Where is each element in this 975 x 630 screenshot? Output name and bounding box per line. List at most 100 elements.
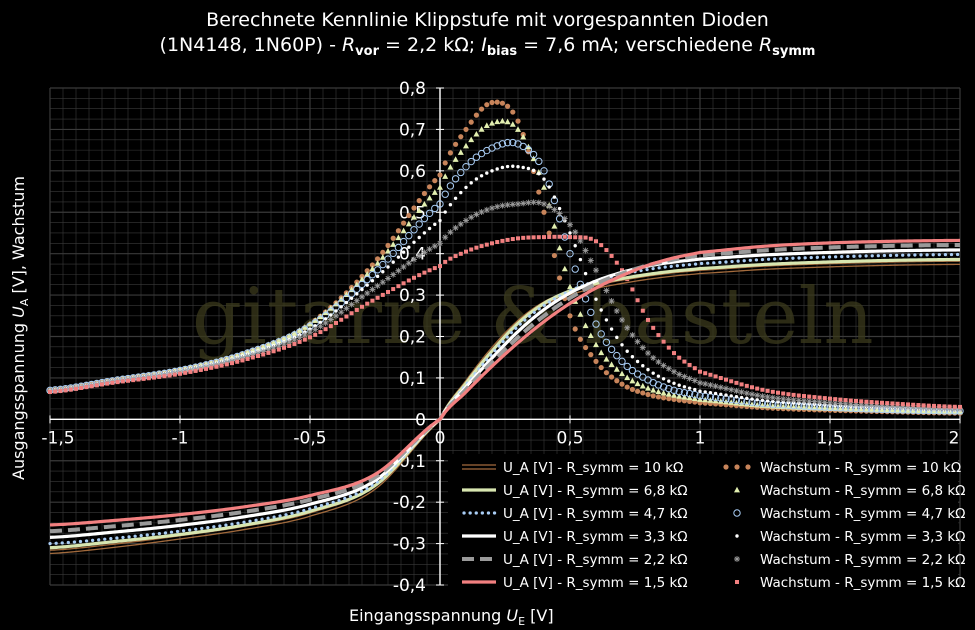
- growth-point: [407, 245, 411, 249]
- y-tick-label: 0,8: [399, 79, 426, 99]
- growth-point: [827, 405, 833, 411]
- growth-point: [557, 275, 563, 281]
- growth-point: [453, 196, 458, 200]
- growth-point: [671, 396, 677, 403]
- growth-point: [848, 398, 853, 403]
- growth-point: [249, 351, 256, 358]
- legend-item-growth[interactable]: Wachstum - R_symm = 4,7 kΩ: [733, 506, 966, 522]
- growth-point: [84, 385, 89, 390]
- growth-point: [743, 400, 750, 407]
- growth-point: [776, 400, 780, 404]
- growth-point: [895, 401, 900, 406]
- growth-point: [557, 206, 562, 211]
- growth-point: [495, 167, 499, 171]
- legend-marker: [723, 464, 729, 470]
- legend-item-growth[interactable]: Wachstum - R_symm = 10 kΩ: [723, 460, 961, 476]
- legend-item-growth[interactable]: Wachstum - R_symm = 2,2 kΩ: [734, 552, 965, 568]
- growth-point: [650, 393, 656, 399]
- growth-point: [593, 358, 599, 364]
- growth-point: [884, 407, 891, 413]
- growth-point: [443, 259, 448, 264]
- growth-point: [379, 254, 386, 260]
- growth-point: [515, 118, 521, 124]
- growth-point: [587, 257, 594, 264]
- growth-point: [915, 404, 922, 411]
- growth-point: [525, 199, 532, 206]
- growth-point: [505, 103, 511, 109]
- growth-point: [603, 355, 610, 362]
- growth-point: [437, 172, 443, 178]
- growth-point: [734, 380, 739, 385]
- growth-point: [535, 157, 543, 166]
- growth-point: [509, 138, 517, 147]
- growth-point: [629, 377, 636, 384]
- growth-point: [530, 155, 537, 162]
- growth-point: [739, 395, 744, 400]
- legend-item-ua[interactable]: U_A [V] - R_symm = 3,3 kΩ: [462, 529, 688, 545]
- growth-point: [296, 334, 303, 341]
- growth-point: [858, 406, 865, 413]
- growth-point: [765, 388, 770, 393]
- growth-point: [214, 364, 219, 369]
- ua-series-3: [49, 248, 961, 539]
- growth-point: [578, 257, 583, 262]
- growth-point: [365, 283, 369, 287]
- growth-point: [405, 231, 413, 240]
- growth-point: [708, 390, 713, 395]
- growth-point: [360, 304, 364, 309]
- growth-point: [446, 182, 455, 190]
- growth-point: [453, 141, 459, 147]
- title-line-2: (1N4148, 1N60P) - Rvor = 2,2 kΩ; Ibias =…: [0, 33, 975, 64]
- growth-point: [458, 134, 464, 140]
- growth-point: [859, 399, 864, 404]
- legend-item-ua[interactable]: U_A [V] - R_symm = 1,5 kΩ: [462, 575, 688, 591]
- growth-point: [547, 185, 551, 189]
- growth-point: [494, 203, 501, 210]
- growth-point: [615, 335, 619, 340]
- growth-point: [561, 215, 568, 222]
- growth-point: [604, 318, 609, 322]
- legend-item-ua[interactable]: U_A [V] - R_symm = 6,8 kΩ: [462, 483, 688, 499]
- growth-point: [811, 398, 818, 405]
- growth-point: [770, 389, 775, 394]
- growth-point: [333, 312, 339, 319]
- legend-item-growth[interactable]: Wachstum - R_symm = 3,3 kΩ: [735, 529, 965, 545]
- growth-point: [301, 332, 308, 339]
- growth-point: [515, 200, 521, 207]
- growth-point: [905, 404, 911, 411]
- growth-point: [671, 368, 677, 375]
- y-tick-label: 0,4: [399, 245, 426, 265]
- growth-point: [708, 372, 713, 377]
- growth-point: [339, 305, 343, 309]
- growth-point: [349, 296, 354, 300]
- growth-point: [301, 324, 308, 330]
- growth-point: [484, 242, 489, 247]
- legend-label: Wachstum - R_symm = 1,5 kΩ: [760, 575, 965, 591]
- growth-point: [511, 164, 515, 168]
- legend-label: U_A [V] - R_symm = 3,3 kΩ: [503, 529, 688, 545]
- growth-point: [614, 260, 619, 265]
- legend-label: U_A [V] - R_symm = 6,8 kΩ: [503, 483, 688, 499]
- growth-point: [244, 353, 251, 360]
- growth-point: [431, 243, 438, 250]
- growth-point: [869, 400, 874, 405]
- growth-point: [494, 99, 500, 105]
- growth-point: [89, 384, 94, 389]
- legend-item-growth[interactable]: Wachstum - R_symm = 1,5 kΩ: [735, 575, 965, 591]
- growth-point: [364, 268, 370, 274]
- legend-item-ua[interactable]: U_A [V] - R_symm = 2,2 kΩ: [462, 552, 688, 568]
- growth-point: [733, 399, 740, 406]
- growth-point: [105, 381, 110, 386]
- legend-item-ua[interactable]: U_A [V] - R_symm = 4,7 kΩ: [462, 506, 688, 522]
- growth-point: [635, 388, 641, 394]
- growth-point: [764, 393, 771, 400]
- legend-item-growth[interactable]: Wachstum - R_symm = 6,8 kΩ: [734, 483, 965, 499]
- growth-point: [223, 359, 230, 366]
- growth-point: [577, 237, 584, 244]
- growth-point: [178, 371, 182, 376]
- growth-point: [661, 339, 666, 344]
- growth-point: [360, 287, 364, 292]
- growth-point: [650, 387, 657, 393]
- legend-item-ua[interactable]: U_A [V] - R_symm = 10 kΩ: [462, 460, 683, 476]
- growth-point: [613, 351, 621, 360]
